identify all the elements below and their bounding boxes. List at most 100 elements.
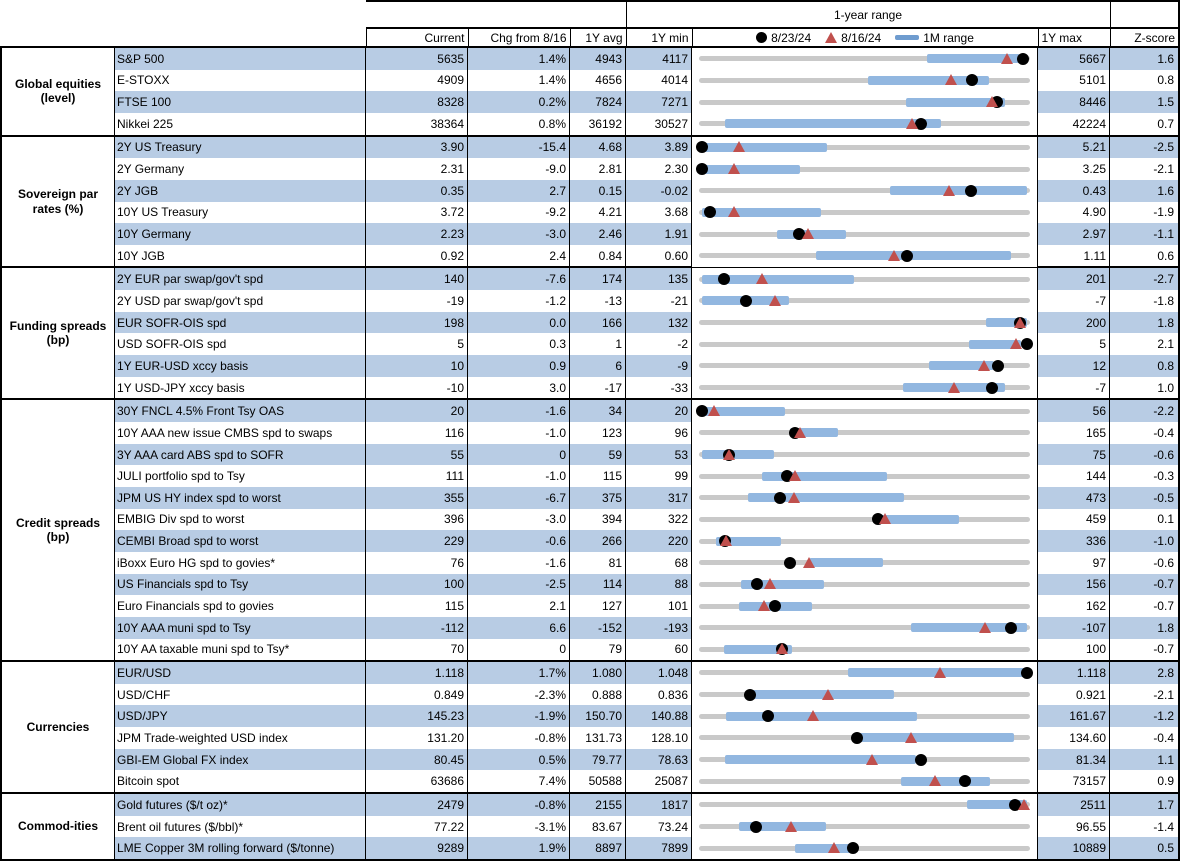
one-month-range-bar xyxy=(726,711,918,721)
cell-chg-from-8-16: 7.4% xyxy=(468,770,570,793)
table-row: EMBIG Div spd to worst 396 -3.0 394 322 … xyxy=(115,508,1178,531)
cell-1y-max: 73157 xyxy=(1038,770,1110,793)
dot-marker xyxy=(743,688,756,701)
cell-1y-max: 56 xyxy=(1038,400,1110,423)
triangle-marker xyxy=(723,448,736,460)
cell-current: 38364 xyxy=(366,112,468,135)
range-track xyxy=(699,341,1030,347)
cell-1y-max: 2.97 xyxy=(1038,223,1110,245)
row-label: 2Y Germany xyxy=(115,158,366,180)
triangle-marker xyxy=(1014,316,1027,328)
range-plot xyxy=(699,770,1030,792)
cell-chg-from-8-16: 1.4% xyxy=(468,69,570,92)
cell-1y-min: 30527 xyxy=(626,112,692,135)
dot-marker xyxy=(749,820,762,833)
range-track xyxy=(699,452,1030,458)
cell-zscore: -2.1 xyxy=(1153,687,1174,702)
range-plot xyxy=(696,158,1030,180)
triangle-marker xyxy=(802,227,815,239)
range-track xyxy=(699,581,1030,587)
cell-chg-from-8-16: 0.0 xyxy=(468,311,570,334)
cell-current: 2.31 xyxy=(366,158,468,180)
cell-chg-from-8-16: 0.2% xyxy=(468,91,570,113)
cell-1y-max: 96.55 xyxy=(1038,815,1110,838)
range-track xyxy=(699,166,1030,172)
cell-zscore: -1.2 xyxy=(1110,705,1178,728)
table-row: 10Y AAA muni spd to Tsy -112 6.6 -152 -1… xyxy=(115,616,1178,639)
one-month-range-bar xyxy=(794,843,852,853)
cell-1y-avg: 83.67 xyxy=(570,815,626,838)
cell-1y-avg: 4943 xyxy=(570,48,626,70)
row-label: LME Copper 3M rolling forward ($/tonne) xyxy=(115,837,366,860)
one-month-range-bar xyxy=(986,318,1028,328)
row-label: EMBIG Div spd to worst xyxy=(115,508,366,531)
cell-1y-min: 73.24 xyxy=(626,815,692,838)
cell-range-chart xyxy=(692,201,1038,224)
cell-chg-from-8-16: -1.6 xyxy=(468,400,570,423)
cell-1y-max: 8446 xyxy=(1038,91,1110,113)
triangle-marker xyxy=(784,820,797,832)
cell-zscore: 1.8 xyxy=(1110,616,1178,639)
one-month-range-bar xyxy=(701,274,855,284)
section-rows: 30Y FNCL 4.5% Front Tsy OAS 20 -1.6 34 2… xyxy=(115,400,1178,661)
row-label: S&P 500 xyxy=(115,48,366,70)
cell-1y-max: 3.25 xyxy=(1038,158,1110,180)
cell-1y-min: 0.60 xyxy=(626,244,692,267)
cell-zscore: -0.7 xyxy=(1110,573,1178,596)
cell-range-chart xyxy=(692,616,1038,639)
cell-1y-avg: 4656 xyxy=(570,69,626,92)
cell-zscore: -0.7 xyxy=(1153,599,1174,614)
cell-1y-max: 4.90 xyxy=(1038,201,1110,224)
cell-1y-min: 78.63 xyxy=(626,748,692,771)
cell-1y-max: 473 xyxy=(1038,487,1110,509)
one-month-range-bar xyxy=(808,558,883,568)
cell-range-chart xyxy=(692,158,1038,180)
one-month-range-bar xyxy=(858,733,1015,743)
cell-1y-avg: 36192 xyxy=(570,112,626,135)
cell-1y-min: 1817 xyxy=(626,794,692,816)
cell-1y-max: 81.34 xyxy=(1038,748,1110,771)
table-row: 10Y AAA new issue CMBS spd to swaps 116 … xyxy=(115,422,1178,444)
one-month-range-bar xyxy=(890,186,1028,196)
triangle-marker xyxy=(793,426,806,438)
cell-1y-avg: 1 xyxy=(570,333,626,356)
group-label: Sovereign par rates (%) xyxy=(2,136,115,267)
cell-range-chart xyxy=(692,595,1038,617)
dot-marker xyxy=(1021,666,1034,679)
cell-current: 10 xyxy=(366,355,468,377)
cell-1y-max: -107 xyxy=(1038,616,1110,639)
table-row: Bitcoin spot 63686 7.4% 50588 25087 7315… xyxy=(115,770,1178,793)
row-label: EUR/USD xyxy=(115,662,366,684)
range-track xyxy=(699,320,1030,326)
one-month-range-bar xyxy=(900,776,991,786)
range-plot xyxy=(699,816,1030,838)
cell-current: 4909 xyxy=(366,69,468,92)
cell-1y-avg: 59 xyxy=(570,443,626,466)
cell-1y-avg: 6 xyxy=(570,355,626,377)
triangle-marker xyxy=(756,273,769,285)
table-row: GBI-EM Global FX index 80.45 0.5% 79.77 … xyxy=(115,748,1178,771)
row-label: Gold futures ($/t oz)* xyxy=(115,794,366,816)
table-section: Funding spreads (bp) 2Y EUR par swap/gov… xyxy=(2,266,1178,399)
cell-current: 140 xyxy=(366,268,468,291)
table-row: CEMBI Broad spd to worst 229 -0.6 266 22… xyxy=(115,530,1178,552)
cell-chg-from-8-16: -2.3% xyxy=(468,683,570,706)
cell-1y-min: -0.02 xyxy=(626,179,692,202)
one-month-range-bar xyxy=(739,822,827,832)
triangle-marker xyxy=(806,710,819,722)
triangle-marker xyxy=(985,96,998,108)
table-row: 10Y JGB 0.92 2.4 0.84 0.60 1.11 0.6 xyxy=(115,244,1178,267)
triangle-marker xyxy=(943,184,956,196)
cell-1y-min: 25087 xyxy=(626,770,692,793)
cell-1y-max: 336 xyxy=(1038,530,1110,552)
cell-1y-min: 60 xyxy=(626,638,692,661)
triangle-marker xyxy=(757,600,770,612)
cell-current: -10 xyxy=(366,376,468,399)
row-label: USD SOFR-OIS spd xyxy=(115,333,366,356)
cell-current: 9289 xyxy=(366,837,468,860)
range-track xyxy=(699,625,1030,631)
range-plot xyxy=(699,617,1030,639)
dot-marker xyxy=(850,731,863,744)
cell-zscore: 2.1 xyxy=(1157,337,1174,352)
cell-range-chart xyxy=(692,638,1038,661)
